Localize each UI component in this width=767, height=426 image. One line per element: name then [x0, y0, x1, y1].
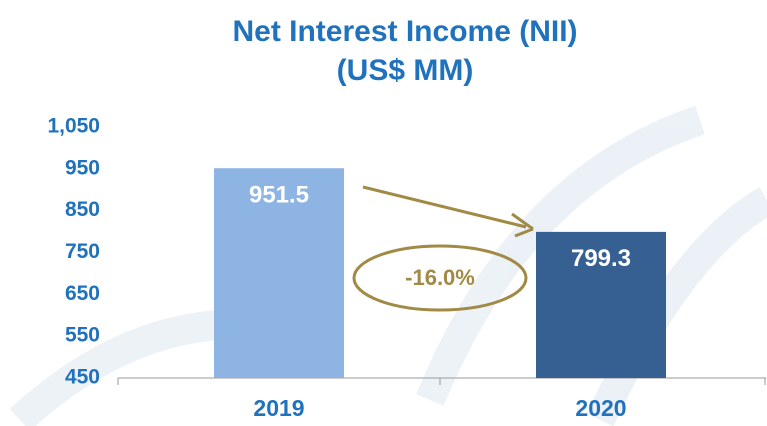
y-tick-label: 550 [65, 324, 100, 347]
watermark-stroke [416, 105, 705, 406]
data-label: 799.3 [571, 245, 631, 272]
chart-title: Net Interest Income (NII) [232, 15, 577, 48]
watermark-stroke [586, 186, 767, 426]
y-tick-label: 650 [65, 282, 100, 305]
y-tick-label: 1,050 [47, 115, 100, 138]
data-label: 951.5 [249, 182, 309, 209]
y-tick-label: 450 [65, 366, 100, 389]
change-ellipse [352, 244, 528, 312]
x-tick-label: 2020 [575, 395, 626, 421]
bar [536, 231, 666, 378]
chart-subtitle: (US$ MM) [337, 54, 474, 87]
y-tick-label: 950 [65, 156, 100, 179]
x-tick-label: 2019 [253, 395, 304, 421]
change-label: -16.0% [405, 265, 475, 290]
bar [214, 168, 344, 378]
change-arrow [362, 185, 527, 229]
y-tick-label: 850 [65, 198, 100, 221]
change-arrow-head [511, 212, 534, 238]
y-tick-label: 750 [65, 240, 100, 263]
